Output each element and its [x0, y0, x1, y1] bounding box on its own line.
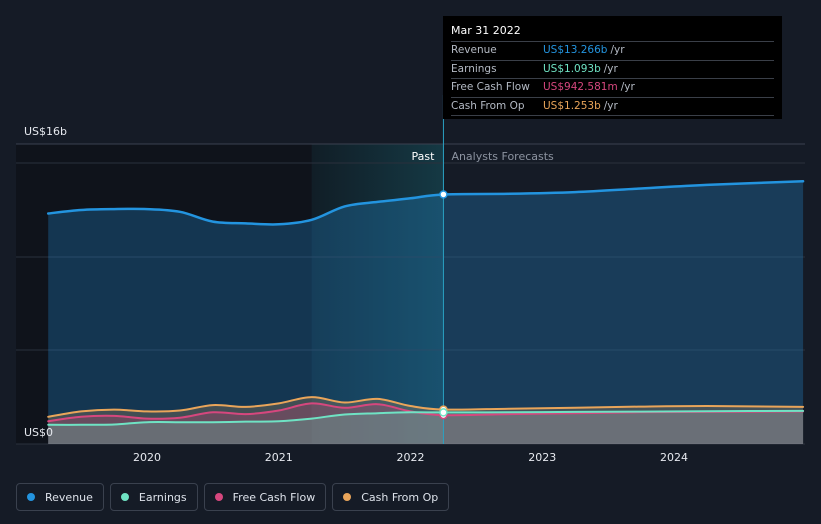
past-label: Past [412, 150, 436, 163]
point-revenue [439, 190, 448, 199]
tooltip-label: Earnings [451, 62, 497, 75]
tooltip-date: Mar 31 2022 [451, 23, 774, 42]
tooltip-value: US$1.093b [543, 62, 601, 75]
x-tick-label: 2023 [528, 451, 556, 464]
legend-label: Free Cash Flow [232, 490, 316, 504]
tooltip-row-cash-from-op: Cash From Op US$1.253b /yr [451, 98, 774, 116]
y-tick-label-bottom: US$0 [24, 426, 53, 439]
tooltip: Mar 31 2022 Revenue US$13.266b /yr Earni… [443, 16, 782, 119]
y-tick-label-top: US$16b [24, 125, 67, 138]
line-free-cash-flow [47, 402, 805, 423]
tooltip-row-free-cash-flow: Free Cash Flow US$942.581m /yr [451, 79, 774, 98]
line-cash-from-op [47, 396, 805, 418]
line-revenue [46, 180, 805, 226]
area-revenue [48, 181, 804, 445]
legend-dot-icon [120, 493, 129, 501]
highlight-region [311, 144, 444, 444]
tooltip-label: Revenue [451, 44, 497, 56]
series-lines [46, 180, 805, 426]
tooltip-label: Cash From Op [451, 99, 525, 112]
point-earnings [439, 408, 448, 417]
legend-dot-icon [214, 493, 223, 501]
tooltip-row-revenue: Revenue US$13.266b /yr [451, 42, 774, 61]
legend-item-free-cash-flow[interactable]: Free Cash Flow [203, 483, 327, 511]
area-earnings [48, 410, 804, 444]
legend-item-cash-from-op[interactable]: Cash From Op [332, 483, 450, 511]
tooltip-row-earnings: Earnings US$1.093b /yr [451, 61, 774, 79]
tooltip-value: US$13.266b [543, 44, 608, 56]
legend-label: Earnings [138, 490, 187, 504]
tooltip-value: US$942.581m [543, 81, 618, 93]
tooltip-unit: /yr [603, 99, 618, 112]
legend-label: Cash From Op [361, 490, 439, 504]
tooltip-label: Free Cash Flow [451, 81, 530, 93]
legend-dot-icon [27, 493, 35, 501]
x-tick-label: 2022 [397, 451, 425, 464]
legend-item-earnings[interactable]: Earnings [109, 483, 198, 511]
x-tick-label: 2024 [660, 451, 688, 464]
series-areas [48, 181, 804, 445]
tooltip-value: US$1.253b [543, 99, 601, 112]
line-earnings [47, 409, 805, 426]
tooltip-unit: /yr [620, 81, 635, 93]
legend-label: Revenue [45, 490, 93, 504]
legend-item-revenue[interactable]: Revenue [16, 483, 104, 511]
x-axis-ticks: 2020 2021 2022 2023 2024 [133, 451, 688, 464]
series-markers [439, 190, 448, 420]
tooltip-unit: /yr [603, 62, 618, 75]
x-tick-label: 2021 [265, 451, 293, 464]
legend: Revenue Earnings Free Cash Flow Cash Fro… [16, 483, 450, 511]
x-tick-label: 2020 [133, 451, 161, 464]
legend-dot-icon [343, 493, 352, 501]
forecast-label: Analysts Forecasts [451, 150, 554, 163]
gridlines [16, 143, 805, 445]
tooltip-unit: /yr [610, 44, 625, 56]
area-cash-from-op [48, 397, 804, 444]
